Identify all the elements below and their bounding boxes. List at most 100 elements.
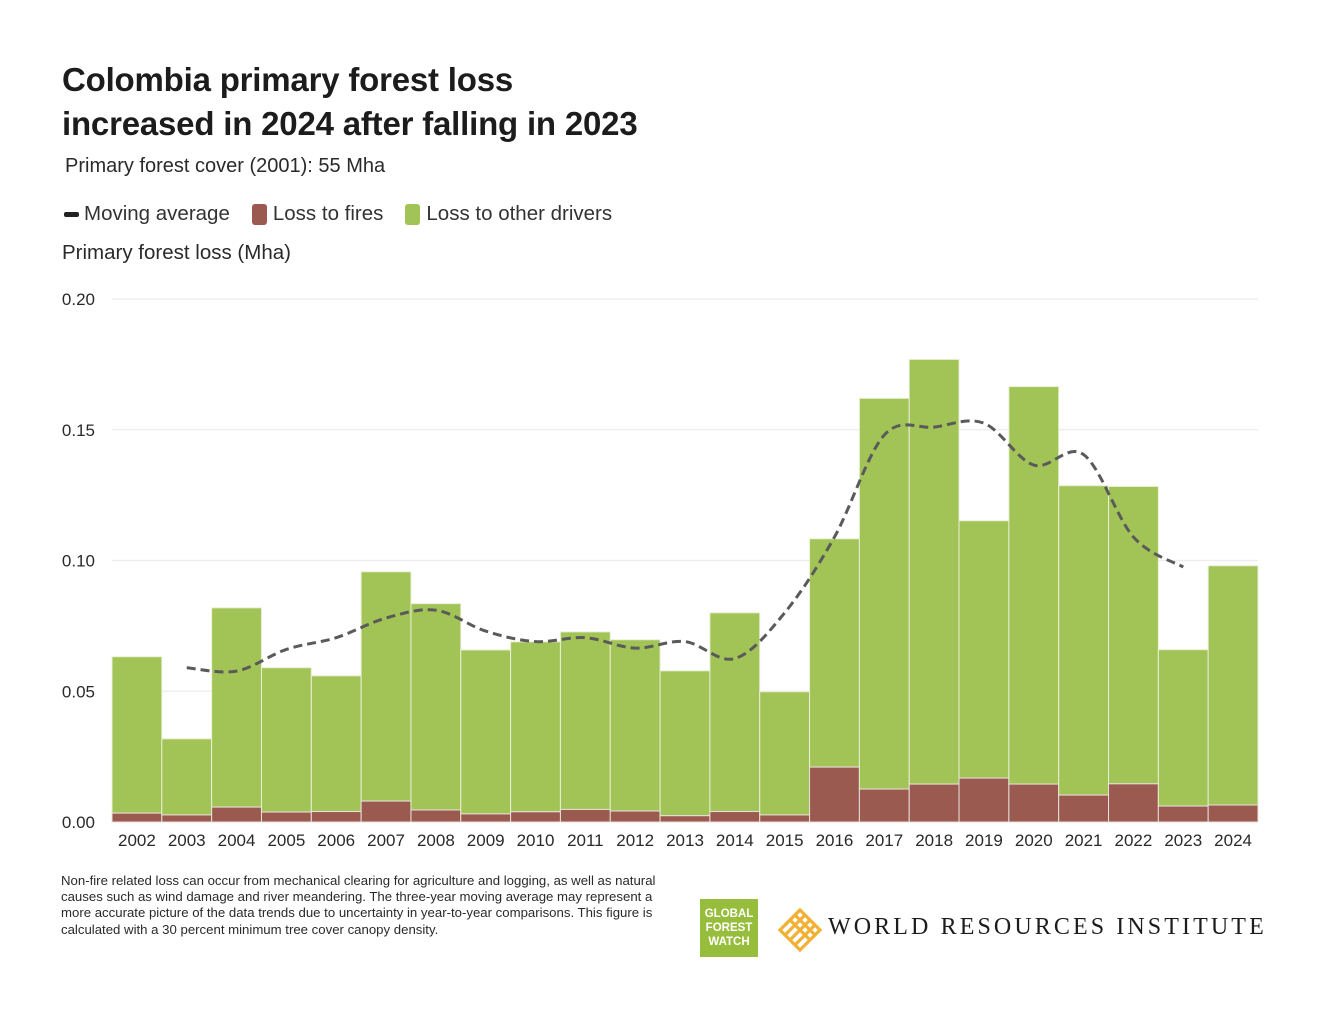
legend-label: Loss to other drivers — [426, 202, 613, 225]
bar-other-drivers — [858, 397, 910, 790]
y-tick-label: 0.15 — [62, 421, 95, 440]
x-tick-label: 2010 — [517, 831, 555, 850]
x-tick-label: 2018 — [915, 831, 953, 850]
legend-label: Loss to fires — [272, 202, 384, 225]
bar-other-drivers — [759, 691, 811, 816]
y-tick-label: 0.20 — [62, 290, 95, 309]
gfw-logo-line: FOREST — [705, 922, 753, 934]
bar-other-drivers — [908, 358, 960, 785]
x-tick-label: 2021 — [1065, 831, 1103, 850]
bar-other-drivers — [1058, 485, 1110, 796]
footnote: Non-fire related loss can occur from mec… — [61, 873, 656, 937]
bar-fires — [1058, 794, 1110, 823]
legend-label: Moving average — [84, 202, 230, 225]
y-axis-label: Primary forest loss (Mha) — [62, 241, 291, 264]
y-tick-label: 0.00 — [62, 813, 95, 832]
moving-average-swatch-icon — [64, 211, 79, 217]
x-tick-label: 2019 — [965, 831, 1003, 850]
x-tick-label: 2017 — [865, 831, 903, 850]
chart-subtitle: Primary forest cover (2001): 55 Mha — [65, 155, 386, 177]
gfw-logo-line: GLOBAL — [704, 908, 754, 920]
x-tick-label: 2007 — [367, 831, 405, 850]
legend-item-fires: Loss to fires — [251, 202, 384, 226]
bar-other-drivers — [1108, 485, 1159, 785]
bar-fires — [310, 811, 362, 823]
bar-fires — [759, 814, 811, 823]
legend: Moving average Loss to fires Loss to oth… — [64, 202, 634, 226]
other-drivers-swatch-icon — [405, 203, 421, 225]
x-tick-label: 2005 — [267, 831, 305, 850]
x-tick-label: 2016 — [816, 831, 854, 850]
x-tick-label: 2006 — [317, 831, 355, 850]
wri-knot-icon — [777, 907, 823, 953]
global-forest-watch-logo: GLOBAL FOREST WATCH — [700, 899, 758, 957]
bar-other-drivers — [809, 538, 860, 768]
y-tick-label: 0.05 — [62, 682, 95, 701]
bar-other-drivers — [659, 670, 711, 817]
bars — [111, 358, 1259, 823]
x-tick-label: 2024 — [1214, 831, 1252, 850]
x-tick-label: 2003 — [168, 831, 206, 850]
bar-other-drivers — [111, 656, 163, 814]
bar-fires — [161, 814, 213, 823]
moving-average-line — [186, 419, 1185, 674]
bar-fires — [659, 815, 711, 823]
bar-other-drivers — [410, 603, 462, 811]
chart-plot: 0.000.050.100.150.20 2002 2003 2004 2005 200… — [62, 290, 1259, 850]
gfw-logo-line: WATCH — [708, 936, 750, 948]
x-tick-label: 2011 — [567, 831, 604, 850]
bar-other-drivers — [958, 520, 1010, 779]
bar-fires — [1157, 805, 1209, 823]
x-tick-label: 2014 — [716, 831, 754, 850]
bar-other-drivers — [360, 571, 412, 802]
bar-other-drivers — [161, 738, 213, 816]
x-tick-label: 2002 — [118, 831, 156, 850]
bar-other-drivers — [709, 612, 761, 813]
legend-item-other-drivers: Loss to other drivers — [405, 202, 612, 226]
bar-fires — [460, 813, 512, 823]
bar-fires — [360, 800, 412, 823]
bar-fires — [809, 766, 860, 823]
bar-fires — [1108, 783, 1159, 823]
x-tick-label: 2023 — [1164, 831, 1202, 850]
x-tick-label: 2013 — [666, 831, 704, 850]
bar-fires — [908, 783, 960, 823]
x-tick-label: 2015 — [766, 831, 804, 850]
fires-swatch-icon — [251, 203, 267, 225]
bar-other-drivers — [1207, 565, 1259, 806]
y-tick-label: 0.10 — [62, 552, 95, 571]
bar-fires — [958, 777, 1010, 823]
x-tick-labels: 2002 2003 2004 2005 2006 2007 2008 2009 2010 2011… — [118, 831, 1252, 850]
bar-fires — [111, 812, 163, 823]
bar-fires — [410, 809, 462, 823]
chart-title: Colombia primary forest loss increased i… — [62, 58, 638, 146]
bar-fires — [609, 810, 661, 823]
bar-other-drivers — [310, 675, 362, 813]
chart-title-line-2: increased in 2024 after falling in 2023 — [62, 105, 638, 142]
bar-other-drivers — [510, 641, 561, 813]
bar-fires — [559, 808, 611, 823]
wri-logo-text: WORLD RESOURCES INSTITUTE — [828, 914, 1267, 940]
bar-other-drivers — [460, 649, 512, 815]
y-tick-labels: 0.00 0.05 0.10 0.15 0.20 — [62, 290, 95, 832]
bar-other-drivers — [1008, 386, 1060, 785]
bar-fires — [1008, 783, 1060, 823]
bar-other-drivers — [1157, 649, 1209, 807]
bar-fires — [1207, 804, 1259, 823]
bar-other-drivers — [559, 631, 611, 810]
x-tick-label: 2009 — [467, 831, 505, 850]
legend-item-moving-average: Moving average — [64, 202, 230, 226]
x-tick-label: 2020 — [1015, 831, 1053, 850]
bar-other-drivers — [211, 607, 262, 808]
bar-fires — [260, 811, 312, 823]
bar-fires — [858, 788, 910, 823]
bar-fires — [211, 806, 262, 823]
x-tick-label: 2012 — [616, 831, 654, 850]
chart-title-line-1: Colombia primary forest loss — [62, 61, 514, 98]
x-tick-label: 2008 — [417, 831, 455, 850]
bar-fires — [510, 811, 561, 823]
x-tick-label: 2022 — [1115, 831, 1153, 850]
bar-other-drivers — [260, 667, 312, 813]
x-tick-label: 2004 — [218, 831, 256, 850]
bar-fires — [709, 811, 761, 823]
